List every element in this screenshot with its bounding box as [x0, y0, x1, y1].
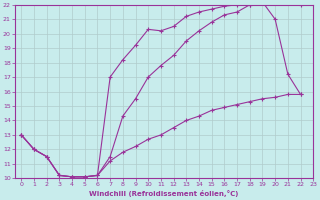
X-axis label: Windchill (Refroidissement éolien,°C): Windchill (Refroidissement éolien,°C): [89, 190, 239, 197]
